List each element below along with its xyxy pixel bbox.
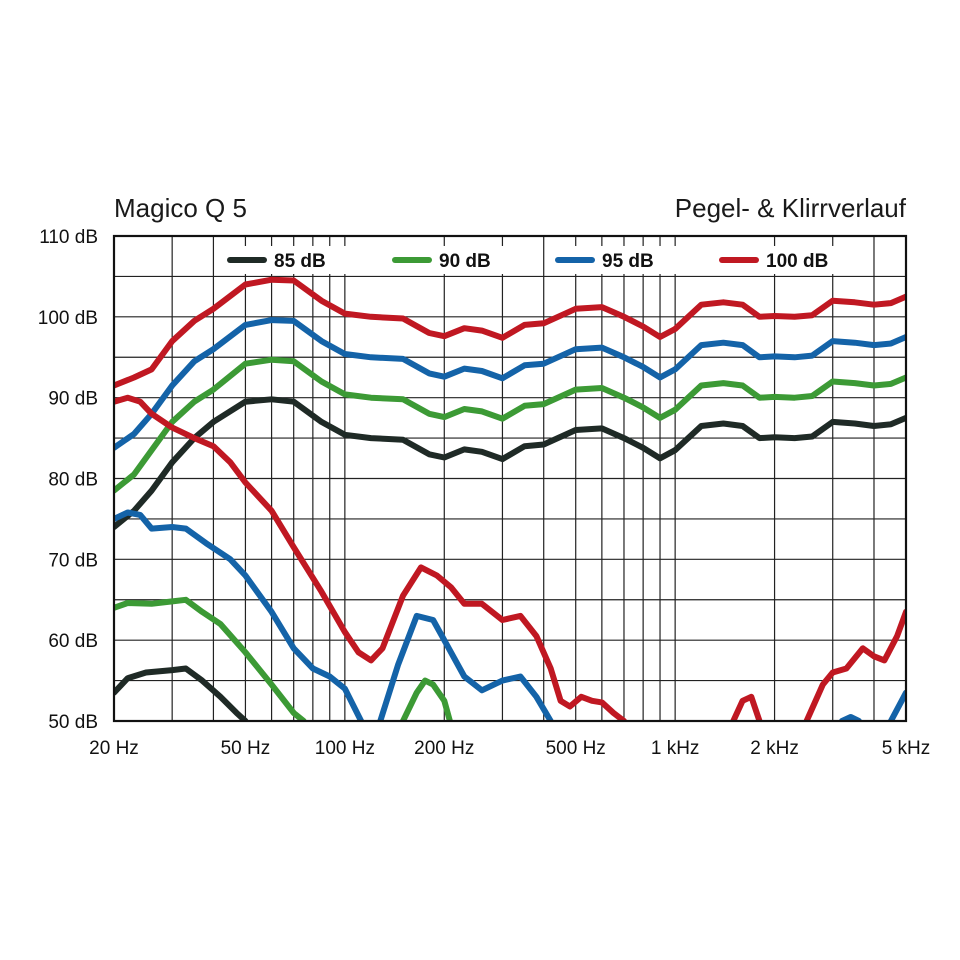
x-tick-label: 200 Hz	[414, 738, 474, 759]
chart-subtitle: Pegel- & Klirrverlauf	[675, 193, 907, 223]
y-axis-ticks: 110 dB 100 dB 90 dB 80 dB 70 dB 60 dB 50 dB	[38, 227, 98, 733]
grid	[114, 235, 906, 722]
series-line-distortion-95db	[887, 689, 906, 721]
series-line-distortion-95db	[839, 714, 862, 721]
y-tick-label: 90 dB	[48, 389, 98, 410]
series-line-distortion-95db	[114, 509, 365, 721]
x-tick-label: 1 kHz	[651, 738, 700, 759]
y-tick-label: 70 dB	[48, 550, 98, 571]
series-line-distortion-85db	[114, 665, 249, 721]
x-axis-ticks: 20 Hz 50 Hz 100 Hz 200 Hz 500 Hz 1 kHz 2 kHz 5 …	[89, 738, 930, 759]
series-line-level-100db	[114, 276, 906, 389]
legend: 85 dB 90 dB 95 dB 100 dB	[226, 246, 844, 274]
legend-label: 100 dB	[766, 251, 828, 272]
series-line-level-95db	[114, 317, 906, 451]
y-tick-label: 100 dB	[38, 308, 98, 329]
chart-title: Magico Q 5	[114, 193, 247, 223]
series-line-distortion-90db	[400, 677, 453, 721]
series-line-level-85db	[114, 396, 906, 530]
x-tick-label: 500 Hz	[546, 738, 606, 759]
y-tick-label: 110 dB	[39, 227, 98, 248]
legend-label: 85 dB	[274, 251, 326, 272]
series-line-distortion-95db	[377, 612, 554, 721]
x-tick-label: 100 Hz	[315, 738, 375, 759]
series-line-distortion-100db	[803, 608, 906, 721]
y-tick-label: 50 dB	[48, 712, 98, 733]
x-tick-label: 50 Hz	[221, 738, 271, 759]
series-line-distortion-90db	[114, 596, 307, 721]
y-tick-label: 60 dB	[48, 631, 98, 652]
x-tick-label: 20 Hz	[89, 738, 139, 759]
y-tick-label: 80 dB	[48, 470, 98, 491]
series-layer	[114, 276, 906, 721]
legend-label: 95 dB	[602, 251, 654, 272]
plot-frame	[112, 234, 908, 723]
series-line-level-90db	[114, 356, 906, 494]
plot-area	[114, 276, 906, 721]
x-tick-label: 2 kHz	[750, 738, 799, 759]
series-line-distortion-100db	[730, 693, 763, 721]
series-line-distortion-100db	[114, 394, 627, 721]
legend-label: 90 dB	[439, 251, 491, 272]
x-tick-label: 5 kHz	[882, 738, 931, 759]
